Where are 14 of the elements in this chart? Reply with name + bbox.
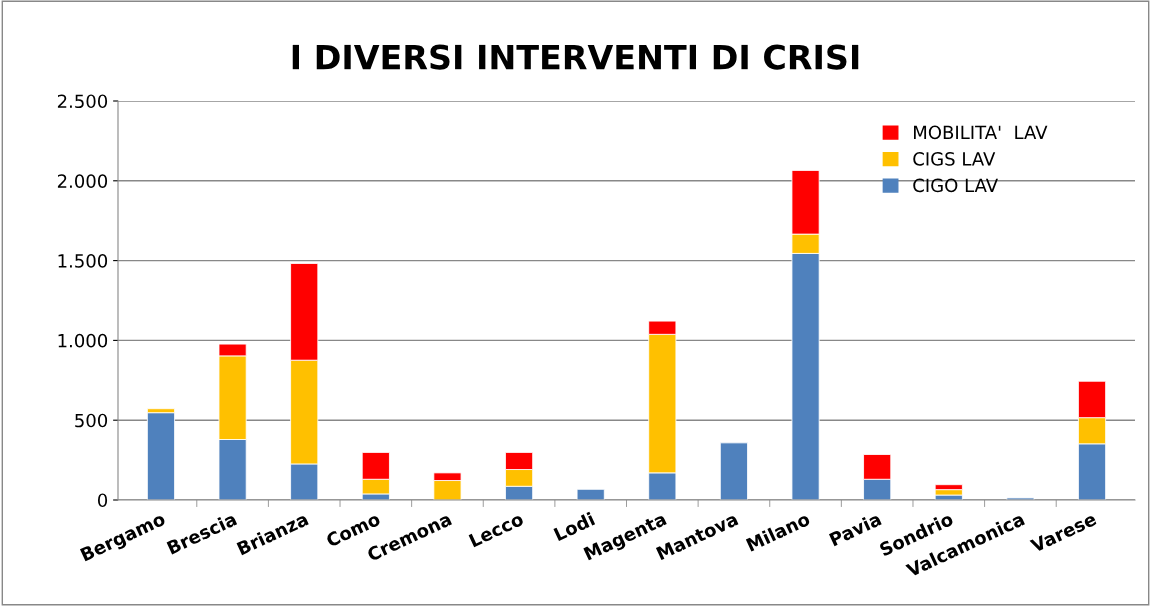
y-tick-label: 1.500 [58, 254, 108, 268]
chart-title: I DIVERSI INTERVENTI DI CRISI [292, 44, 859, 70]
bar [146, 412, 175, 500]
y-tick-label: 1.000 [58, 333, 108, 348]
bar [576, 488, 605, 500]
y-tick-label: 500 [75, 413, 108, 428]
y-tick-label: 0 [97, 493, 108, 508]
legend-label: CIGS LAV [913, 152, 996, 166]
y-tick-label: 2.000 [57, 174, 108, 188]
bar [719, 442, 748, 500]
legend-label: CIGO LAV [913, 178, 998, 193]
y-tick-label: 2.500 [57, 94, 108, 109]
x-tick-label: Pavia [828, 511, 882, 547]
legend-label: MOBILITA' LAV [914, 125, 1048, 140]
